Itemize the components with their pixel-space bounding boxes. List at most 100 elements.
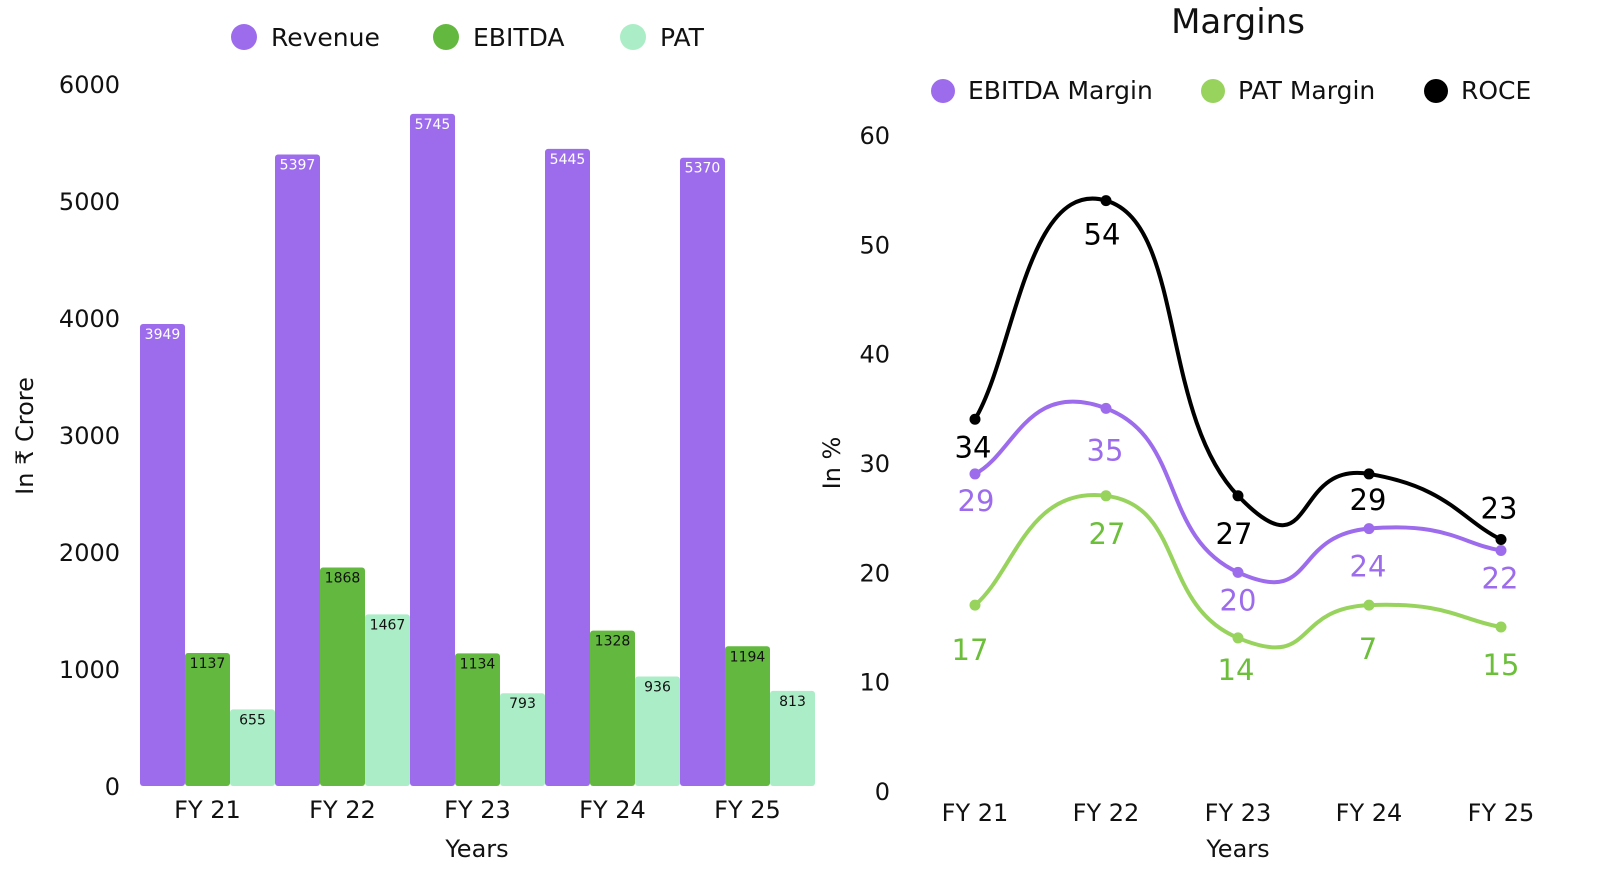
- point-label-ebitda-margin: 24: [1350, 550, 1387, 584]
- point-label-roce: 34: [955, 430, 992, 464]
- x-tick-label: FY 24: [1336, 799, 1403, 827]
- line-roce: [973, 196, 1503, 542]
- x-tick-label: FY 25: [1468, 799, 1535, 827]
- bar-value-label: 793: [509, 696, 536, 712]
- point-roce: [1100, 195, 1112, 207]
- bar-revenue: [545, 148, 590, 786]
- y-tick-label: 2000: [59, 539, 120, 567]
- legend-marker-pat: [620, 24, 646, 50]
- bar-value-label: 1328: [595, 634, 631, 650]
- bar-revenue: [140, 323, 185, 786]
- line-ebitda-margin: [973, 399, 1503, 585]
- legend-marker-pat-margin: [1201, 79, 1225, 103]
- legend-label-pat: PAT: [660, 23, 705, 52]
- bar-pat: [500, 693, 545, 786]
- y-tick-label: 10: [859, 669, 890, 697]
- y-tick-label: 40: [859, 341, 890, 369]
- x-tick-label: FY 22: [1073, 799, 1140, 827]
- y-tick-label: 5000: [59, 188, 120, 216]
- bar-value-label: 936: [644, 679, 671, 695]
- point-ebitda-margin: [1495, 544, 1507, 556]
- chart-title: Margins: [1171, 2, 1305, 42]
- bar-value-label: 3949: [145, 327, 181, 343]
- point-roce: [1495, 534, 1507, 546]
- point-pat-margin: [1100, 490, 1112, 502]
- bar-ebitda: [320, 567, 365, 786]
- point-label-pat-margin: 15: [1483, 648, 1520, 682]
- bar-value-label: 5370: [685, 161, 721, 177]
- bar-value-label: 5745: [415, 117, 451, 133]
- x-tick-label: FY 23: [444, 796, 511, 824]
- legend-label-revenue: Revenue: [271, 23, 380, 52]
- bar-revenue: [410, 113, 455, 786]
- point-label-pat-margin: 7: [1359, 632, 1377, 666]
- point-label-ebitda-margin: 20: [1220, 583, 1257, 617]
- bar-value-label: 1134: [460, 656, 496, 672]
- bar-value-label: 1467: [370, 617, 406, 633]
- legend-marker-roce: [1424, 79, 1448, 103]
- bar-value-label: 655: [239, 712, 266, 728]
- legend-label-roce: ROCE: [1461, 76, 1531, 105]
- legend-label-pat-margin: PAT Margin: [1238, 76, 1375, 105]
- y-tick-label: 0: [875, 778, 890, 806]
- bar-pat: [365, 614, 410, 786]
- line-pat-margin: [973, 493, 1503, 650]
- bar-value-label: 1868: [325, 570, 361, 586]
- legend-marker-revenue: [231, 24, 257, 50]
- y-tick-label: 60: [859, 122, 890, 150]
- y-tick-label: 0: [105, 773, 120, 801]
- point-label-pat-margin: 14: [1218, 653, 1255, 687]
- y-tick-label: 20: [859, 559, 890, 587]
- y-axis-title: In ₹ Crore: [11, 377, 39, 495]
- point-label-ebitda-margin: 29: [958, 484, 995, 518]
- bar-pat: [770, 690, 815, 786]
- bar-value-label: 813: [779, 694, 806, 710]
- point-ebitda-margin: [1100, 402, 1112, 414]
- point-label-roce: 54: [1084, 218, 1121, 252]
- point-roce: [1232, 490, 1244, 502]
- legend-marker-ebitda-margin: [931, 79, 955, 103]
- point-pat-margin: [1232, 632, 1244, 644]
- x-axis-title: Years: [444, 835, 508, 863]
- point-ebitda-margin: [1232, 566, 1244, 578]
- point-label-pat-margin: 17: [952, 633, 989, 667]
- point-label-pat-margin: 27: [1089, 517, 1126, 551]
- point-label-roce: 29: [1350, 483, 1387, 517]
- point-roce: [1363, 468, 1375, 480]
- bar-revenue: [275, 154, 320, 786]
- point-ebitda-margin: [1363, 523, 1375, 535]
- point-label-ebitda-margin: 22: [1482, 561, 1519, 595]
- y-tick-label: 3000: [59, 422, 120, 450]
- x-tick-label: FY 21: [942, 799, 1009, 827]
- bar-ebitda: [590, 630, 635, 786]
- x-axis-title: Years: [1205, 835, 1269, 863]
- bar-pat: [230, 709, 275, 786]
- point-pat-margin: [969, 599, 981, 611]
- y-tick-label: 6000: [59, 71, 120, 99]
- x-tick-label: FY 22: [309, 796, 376, 824]
- legend-marker-ebitda: [433, 24, 459, 50]
- x-tick-label: FY 24: [579, 796, 646, 824]
- bar-pat: [635, 676, 680, 786]
- point-label-roce: 27: [1216, 517, 1253, 551]
- y-tick-label: 1000: [59, 656, 120, 684]
- legend-label-ebitda: EBITDA: [473, 23, 565, 52]
- y-tick-label: 4000: [59, 305, 120, 333]
- x-tick-label: FY 23: [1205, 799, 1272, 827]
- bar-value-label: 1194: [730, 649, 766, 665]
- bar-ebitda: [455, 653, 500, 786]
- point-ebitda-margin: [969, 468, 981, 480]
- y-axis-title: In %: [818, 437, 846, 490]
- bar-revenue: [680, 157, 725, 786]
- bar-value-label: 1137: [190, 656, 226, 672]
- point-roce: [969, 413, 981, 425]
- bar-value-label: 5397: [280, 158, 316, 174]
- y-tick-label: 50: [859, 231, 890, 259]
- point-pat-margin: [1495, 621, 1507, 633]
- bar-ebitda: [725, 646, 770, 786]
- point-label-roce: 23: [1481, 492, 1518, 526]
- legend-label-ebitda-margin: EBITDA Margin: [968, 76, 1153, 105]
- point-label-ebitda-margin: 35: [1087, 433, 1124, 467]
- point-pat-margin: [1363, 599, 1375, 611]
